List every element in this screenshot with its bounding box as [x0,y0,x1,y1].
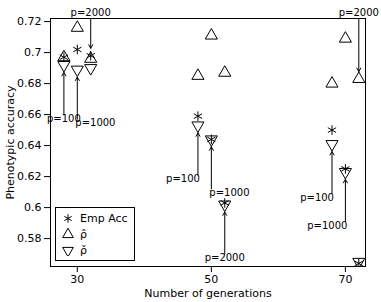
svg-text:0.72: 0.72 [17,15,42,28]
svg-text:p=1000: p=1000 [307,220,347,231]
svg-text:0.6: 0.6 [24,201,42,214]
svg-text:30: 30 [70,273,84,286]
svg-text:0.58: 0.58 [17,232,42,245]
svg-text:p=100: p=100 [300,192,334,203]
svg-text:70: 70 [338,273,352,286]
svg-text:p=2000: p=2000 [71,7,111,18]
svg-text:p=2000: p=2000 [339,7,379,18]
svg-text:p=1000: p=1000 [209,187,249,198]
svg-text:0.64: 0.64 [17,139,42,152]
svg-text:p=2000: p=2000 [204,252,245,264]
html-text:ρ̂: ρ̂ [80,227,87,241]
svg-text:Phenotypic accuracy: Phenotypic accuracy [4,85,17,200]
svg-text:0.62: 0.62 [17,170,42,183]
svg-text:p=1000: p=1000 [75,117,115,128]
svg-text:p=100: p=100 [47,112,81,124]
svg-text:0.7: 0.7 [24,46,42,59]
html-text:ρ̌: ρ̌ [80,243,87,257]
html-text:Emp Acc: Emp Acc [80,211,128,225]
svg-text:50: 50 [204,273,218,286]
svg-text:Number of generations: Number of generations [144,287,272,300]
svg-text:0.66: 0.66 [17,108,42,121]
svg-text:0.68: 0.68 [17,77,42,90]
svg-text:p=100: p=100 [166,173,200,184]
